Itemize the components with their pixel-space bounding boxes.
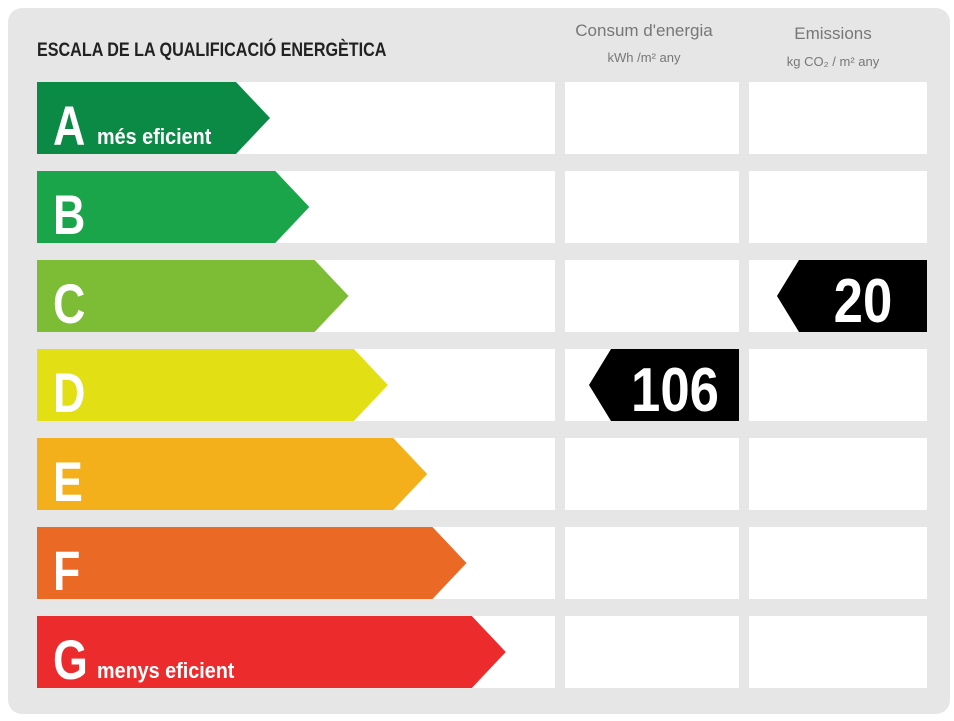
grade-arrow bbox=[37, 82, 270, 154]
cell bbox=[749, 82, 927, 154]
rating-marker bbox=[777, 260, 927, 332]
grade-letter: D bbox=[53, 361, 85, 424]
grade-arrow bbox=[37, 260, 349, 332]
grade-letter: B bbox=[53, 183, 85, 246]
cell bbox=[565, 82, 739, 154]
grade-letter: F bbox=[53, 539, 80, 602]
cell bbox=[749, 527, 927, 599]
cell bbox=[565, 438, 739, 510]
cell bbox=[565, 260, 739, 332]
cell bbox=[565, 616, 739, 688]
column-unit: kg CO₂ / m² any bbox=[787, 54, 880, 69]
rating-value: 106 bbox=[631, 356, 719, 425]
column-title: Emissions bbox=[794, 24, 871, 43]
grade-arrow bbox=[37, 438, 428, 510]
cell bbox=[749, 438, 927, 510]
column-title: Consum d'energia bbox=[575, 21, 713, 40]
grade-note: més eficient bbox=[97, 125, 211, 149]
grade-note: menys eficient bbox=[97, 659, 234, 683]
grade-arrow bbox=[37, 527, 467, 599]
cell bbox=[749, 171, 927, 243]
grade-letter: C bbox=[53, 272, 85, 335]
grade-letter: E bbox=[53, 450, 83, 513]
label-title: ESCALA DE LA QUALIFICACIÓ ENERGÈTICA bbox=[37, 38, 387, 61]
rating-marker bbox=[589, 349, 739, 421]
cell bbox=[565, 527, 739, 599]
grade-arrow bbox=[37, 349, 388, 421]
grade-letter: G bbox=[53, 628, 88, 691]
grade-arrow bbox=[37, 616, 506, 688]
grade-arrow bbox=[37, 171, 310, 243]
cell bbox=[749, 616, 927, 688]
column-unit: kWh /m² any bbox=[608, 50, 681, 65]
grade-letter: A bbox=[53, 94, 85, 157]
rating-value: 20 bbox=[834, 267, 893, 336]
cell bbox=[749, 349, 927, 421]
cell bbox=[565, 171, 739, 243]
